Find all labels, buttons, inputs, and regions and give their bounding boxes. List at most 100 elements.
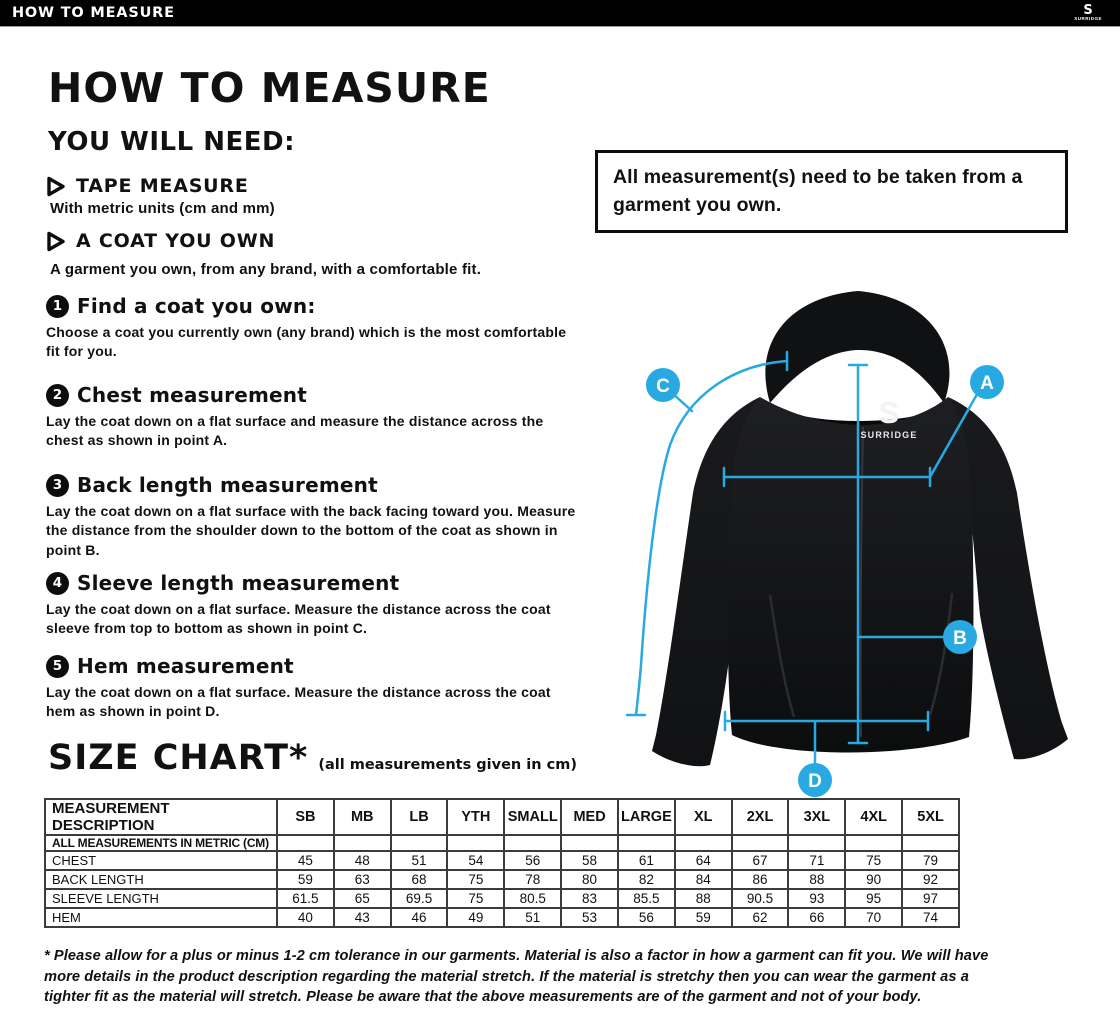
empty-cell bbox=[560, 834, 619, 852]
value-cell: 85.5 bbox=[616, 888, 676, 909]
step-title: Find a coat you own: bbox=[77, 294, 316, 318]
value-cell: 51 bbox=[389, 850, 449, 871]
empty-cell bbox=[503, 834, 563, 852]
step-title: Hem measurement bbox=[77, 654, 294, 678]
col-header-size: LB bbox=[389, 798, 449, 836]
value-cell: 75 bbox=[844, 850, 904, 871]
supply-name: TAPE MEASURE bbox=[76, 175, 249, 197]
value-cell: 92 bbox=[901, 869, 960, 890]
value-cell: 90 bbox=[844, 869, 904, 890]
size-table-header-row: MEASUREMENT DESCRIPTION SB MB LB YTH SMALL MED… bbox=[44, 798, 960, 836]
empty-cell bbox=[787, 834, 847, 852]
value-cell: 84 bbox=[673, 869, 733, 890]
value-cell: 54 bbox=[446, 850, 506, 871]
jacket-measurement-diagram: S SURRIDGE bbox=[625, 291, 1068, 797]
section-header-bar: HOW TO MEASURE S SURRIDGE bbox=[0, 0, 1120, 27]
measurement-line-chest-a bbox=[722, 387, 982, 488]
step-item-1: 1 Find a coat you own: Choose a coat you… bbox=[46, 294, 584, 362]
value-cell: 93 bbox=[787, 888, 847, 909]
surridge-logo: S SURRIDGE bbox=[1074, 4, 1102, 22]
value-cell: 43 bbox=[332, 907, 392, 928]
value-cell: 78 bbox=[503, 869, 563, 890]
col-header-size: 2XL bbox=[730, 798, 790, 836]
value-cell: 67 bbox=[730, 850, 790, 871]
col-header-size: 4XL bbox=[844, 798, 904, 836]
value-cell: 80 bbox=[560, 869, 619, 890]
value-cell: 95 bbox=[844, 888, 904, 909]
empty-cell bbox=[901, 834, 960, 852]
step-item-2: 2 Chest measurement Lay the coat down on… bbox=[46, 383, 584, 451]
garment-logo-s-icon: S bbox=[879, 395, 900, 430]
supply-desc: A garment you own, from any brand, with … bbox=[50, 261, 482, 278]
measurement-line-hem-d bbox=[723, 710, 930, 767]
value-cell: 71 bbox=[787, 850, 847, 871]
value-cell: 51 bbox=[503, 907, 563, 928]
col-header-size: YTH bbox=[446, 798, 506, 836]
value-cell: 75 bbox=[446, 888, 506, 909]
empty-cell bbox=[276, 834, 335, 852]
value-cell: 86 bbox=[730, 869, 790, 890]
col-header-size: 5XL bbox=[901, 798, 960, 836]
value-cell: 69.5 bbox=[389, 888, 449, 909]
value-cell: 61 bbox=[616, 850, 676, 871]
triangle-bullet-icon bbox=[47, 231, 65, 251]
table-row: BACK LENGTH 59 63 68 75 78 80 82 84 86 88 90 92 bbox=[44, 869, 960, 890]
col-header-size: MB bbox=[332, 798, 392, 836]
value-cell: 66 bbox=[787, 907, 847, 928]
col-header-size: LARGE bbox=[616, 798, 676, 836]
value-cell: 70 bbox=[844, 907, 904, 928]
row-label: SLEEVE LENGTH bbox=[44, 888, 278, 909]
step-number-badge: 5 bbox=[46, 654, 69, 678]
value-cell: 45 bbox=[276, 850, 335, 871]
value-cell: 48 bbox=[332, 850, 392, 871]
value-cell: 62 bbox=[730, 907, 790, 928]
value-cell: 63 bbox=[332, 869, 392, 890]
supply-desc: With metric units (cm and mm) bbox=[50, 200, 275, 217]
value-cell: 75 bbox=[446, 869, 506, 890]
table-row: CHEST 45 48 51 54 56 58 61 64 67 71 75 79 bbox=[44, 850, 960, 871]
unit-label: ALL MEASUREMENTS IN METRIC (CM) bbox=[44, 834, 278, 852]
value-cell: 46 bbox=[389, 907, 449, 928]
empty-cell bbox=[446, 834, 506, 852]
topbar-title: HOW TO MEASURE bbox=[12, 5, 175, 21]
value-cell: 88 bbox=[673, 888, 733, 909]
col-header-size: 3XL bbox=[787, 798, 847, 836]
svg-text:A: A bbox=[980, 373, 994, 394]
step-desc: Lay the coat down on a flat surface. Mea… bbox=[46, 684, 551, 720]
step-desc: Lay the coat down on a flat surface. Mea… bbox=[46, 601, 551, 637]
value-cell: 56 bbox=[616, 907, 676, 928]
page-title: HOW TO MEASURE bbox=[48, 64, 491, 112]
col-header-size: SMALL bbox=[503, 798, 563, 836]
col-header-size: XL bbox=[673, 798, 733, 836]
empty-cell bbox=[616, 834, 676, 852]
empty-cell bbox=[673, 834, 733, 852]
step-number-badge: 1 bbox=[46, 294, 69, 318]
value-cell: 49 bbox=[446, 907, 506, 928]
col-header-size: SB bbox=[276, 798, 335, 836]
step-desc: Choose a coat you currently own (any bra… bbox=[46, 324, 567, 360]
row-label: HEM bbox=[44, 907, 278, 928]
step-number-badge: 2 bbox=[46, 383, 69, 407]
value-cell: 90.5 bbox=[730, 888, 790, 909]
footnote-line: * Please allow for a plus or minus 1-2 c… bbox=[44, 948, 989, 964]
step-item-5: 5 Hem measurement Lay the coat down on a… bbox=[46, 654, 584, 722]
size-table-body: ALL MEASUREMENTS IN METRIC (CM) CHEST 45 48… bbox=[44, 834, 960, 928]
value-cell: 59 bbox=[276, 869, 335, 890]
step-title: Chest measurement bbox=[77, 383, 307, 407]
value-cell: 68 bbox=[389, 869, 449, 890]
garment-logo-wordmark: SURRIDGE bbox=[860, 430, 917, 440]
value-cell: 61.5 bbox=[276, 888, 335, 909]
value-cell: 74 bbox=[901, 907, 960, 928]
value-cell: 59 bbox=[673, 907, 733, 928]
size-table: MEASUREMENT DESCRIPTION SB MB LB YTH SMALL MED… bbox=[44, 798, 960, 928]
step-number-badge: 3 bbox=[46, 473, 69, 497]
unit-row: ALL MEASUREMENTS IN METRIC (CM) bbox=[44, 834, 960, 852]
svg-text:B: B bbox=[953, 628, 967, 649]
size-chart-title: SIZE CHART* bbox=[48, 738, 309, 778]
supply-item-tape-measure: TAPE MEASURE With metric units (cm and m… bbox=[46, 175, 606, 217]
empty-cell bbox=[332, 834, 392, 852]
value-cell: 58 bbox=[560, 850, 619, 871]
size-chart-heading: SIZE CHART* (all measurements given in c… bbox=[48, 738, 577, 778]
step-item-4: 4 Sleeve length measurement Lay the coat… bbox=[46, 571, 584, 639]
